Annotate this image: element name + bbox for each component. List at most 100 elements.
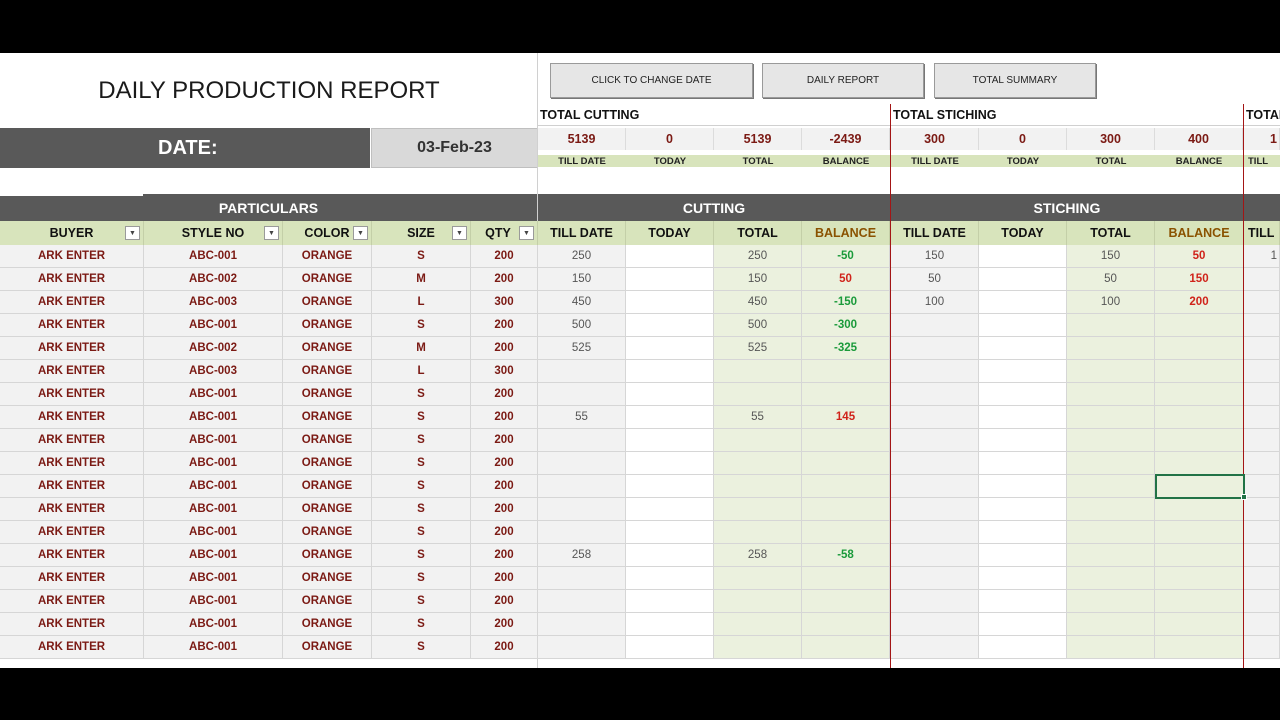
stiching-total-cell[interactable]: [1067, 314, 1155, 337]
cutting-today-cell[interactable]: [626, 337, 714, 360]
style-cell[interactable]: ABC-001: [144, 498, 283, 521]
partial-cell[interactable]: [1244, 268, 1280, 291]
total-summary-button[interactable]: TOTAL SUMMARY: [934, 63, 1096, 98]
style-cell[interactable]: ABC-002: [144, 268, 283, 291]
stiching-today-cell[interactable]: [979, 452, 1067, 475]
size-cell[interactable]: S: [372, 383, 471, 406]
stiching-balance-cell[interactable]: [1155, 337, 1244, 360]
color-cell[interactable]: ORANGE: [283, 406, 372, 429]
stiching-till-date-cell[interactable]: [891, 590, 979, 613]
partial-cell[interactable]: [1244, 452, 1280, 475]
daily-report-button[interactable]: DAILY REPORT: [762, 63, 924, 98]
color-cell[interactable]: ORANGE: [283, 613, 372, 636]
filter-dropdown-icon[interactable]: ▼: [264, 226, 279, 240]
cutting-total-cell[interactable]: [714, 613, 802, 636]
color-cell[interactable]: ORANGE: [283, 452, 372, 475]
partial-cell[interactable]: [1244, 291, 1280, 314]
buyer-cell[interactable]: ARK ENTER: [0, 475, 144, 498]
color-cell[interactable]: ORANGE: [283, 429, 372, 452]
stiching-total-cell[interactable]: [1067, 613, 1155, 636]
partial-cell[interactable]: [1244, 429, 1280, 452]
cutting-till-date-cell[interactable]: [538, 429, 626, 452]
stiching-till-date-cell[interactable]: 100: [891, 291, 979, 314]
stiching-total-cell[interactable]: [1067, 636, 1155, 659]
cutting-total-cell[interactable]: [714, 498, 802, 521]
stiching-total-cell[interactable]: [1067, 429, 1155, 452]
cutting-today-cell[interactable]: [626, 636, 714, 659]
style-cell[interactable]: ABC-001: [144, 590, 283, 613]
cutting-balance-cell[interactable]: 50: [802, 268, 890, 291]
cutting-total-cell[interactable]: [714, 636, 802, 659]
cutting-today-cell[interactable]: [626, 521, 714, 544]
stiching-total-cell[interactable]: 150: [1067, 245, 1155, 268]
size-cell[interactable]: S: [372, 544, 471, 567]
partial-cell[interactable]: [1244, 314, 1280, 337]
color-cell[interactable]: ORANGE: [283, 498, 372, 521]
size-cell[interactable]: S: [372, 406, 471, 429]
cutting-balance-cell[interactable]: [802, 636, 890, 659]
qty-cell[interactable]: 200: [471, 475, 538, 498]
stiching-balance-cell[interactable]: 200: [1155, 291, 1244, 314]
qty-cell[interactable]: 200: [471, 429, 538, 452]
stiching-total-cell[interactable]: 50: [1067, 268, 1155, 291]
stiching-till-date-cell[interactable]: [891, 360, 979, 383]
cutting-today-cell[interactable]: [626, 498, 714, 521]
style-cell[interactable]: ABC-001: [144, 521, 283, 544]
color-cell[interactable]: ORANGE: [283, 475, 372, 498]
cutting-today-cell[interactable]: [626, 383, 714, 406]
filter-dropdown-icon[interactable]: ▼: [452, 226, 467, 240]
cutting-balance-cell[interactable]: -150: [802, 291, 890, 314]
partial-cell[interactable]: [1244, 544, 1280, 567]
stiching-today-cell[interactable]: [979, 268, 1067, 291]
buyer-cell[interactable]: ARK ENTER: [0, 268, 144, 291]
stiching-today-cell[interactable]: [979, 613, 1067, 636]
stiching-balance-cell[interactable]: 50: [1155, 245, 1244, 268]
size-cell[interactable]: L: [372, 291, 471, 314]
stiching-today-cell[interactable]: [979, 590, 1067, 613]
cutting-total-cell[interactable]: 450: [714, 291, 802, 314]
cutting-balance-cell[interactable]: -50: [802, 245, 890, 268]
size-cell[interactable]: S: [372, 567, 471, 590]
cutting-today-cell[interactable]: [626, 314, 714, 337]
stiching-till-date-cell[interactable]: [891, 544, 979, 567]
partial-cell[interactable]: [1244, 475, 1280, 498]
style-cell[interactable]: ABC-001: [144, 429, 283, 452]
partial-cell[interactable]: [1244, 521, 1280, 544]
cutting-balance-cell[interactable]: [802, 521, 890, 544]
cutting-till-date-cell[interactable]: 55: [538, 406, 626, 429]
size-cell[interactable]: S: [372, 498, 471, 521]
qty-cell[interactable]: 200: [471, 636, 538, 659]
partial-cell[interactable]: [1244, 498, 1280, 521]
stiching-balance-cell[interactable]: [1155, 567, 1244, 590]
partial-cell[interactable]: [1244, 337, 1280, 360]
cutting-balance-cell[interactable]: [802, 613, 890, 636]
cutting-today-cell[interactable]: [626, 567, 714, 590]
cutting-till-date-cell[interactable]: 450: [538, 291, 626, 314]
buyer-cell[interactable]: ARK ENTER: [0, 360, 144, 383]
cutting-balance-cell[interactable]: -58: [802, 544, 890, 567]
stiching-till-date-cell[interactable]: [891, 636, 979, 659]
cutting-balance-cell[interactable]: [802, 498, 890, 521]
stiching-balance-cell[interactable]: 150: [1155, 268, 1244, 291]
cutting-today-cell[interactable]: [626, 360, 714, 383]
cutting-total-cell[interactable]: [714, 429, 802, 452]
cutting-today-cell[interactable]: [626, 475, 714, 498]
buyer-cell[interactable]: ARK ENTER: [0, 452, 144, 475]
partial-cell[interactable]: [1244, 613, 1280, 636]
stiching-till-date-cell[interactable]: [891, 475, 979, 498]
cutting-today-cell[interactable]: [626, 245, 714, 268]
color-cell[interactable]: ORANGE: [283, 314, 372, 337]
partial-cell[interactable]: 1: [1244, 245, 1280, 268]
stiching-total-cell[interactable]: [1067, 498, 1155, 521]
qty-cell[interactable]: 200: [471, 544, 538, 567]
stiching-total-cell[interactable]: [1067, 544, 1155, 567]
stiching-total-cell[interactable]: [1067, 452, 1155, 475]
style-cell[interactable]: ABC-001: [144, 475, 283, 498]
partial-cell[interactable]: [1244, 360, 1280, 383]
cutting-balance-cell[interactable]: [802, 429, 890, 452]
style-cell[interactable]: ABC-002: [144, 337, 283, 360]
fill-handle[interactable]: [1241, 494, 1247, 500]
style-cell[interactable]: ABC-001: [144, 383, 283, 406]
stiching-today-cell[interactable]: [979, 521, 1067, 544]
cutting-total-cell[interactable]: 525: [714, 337, 802, 360]
